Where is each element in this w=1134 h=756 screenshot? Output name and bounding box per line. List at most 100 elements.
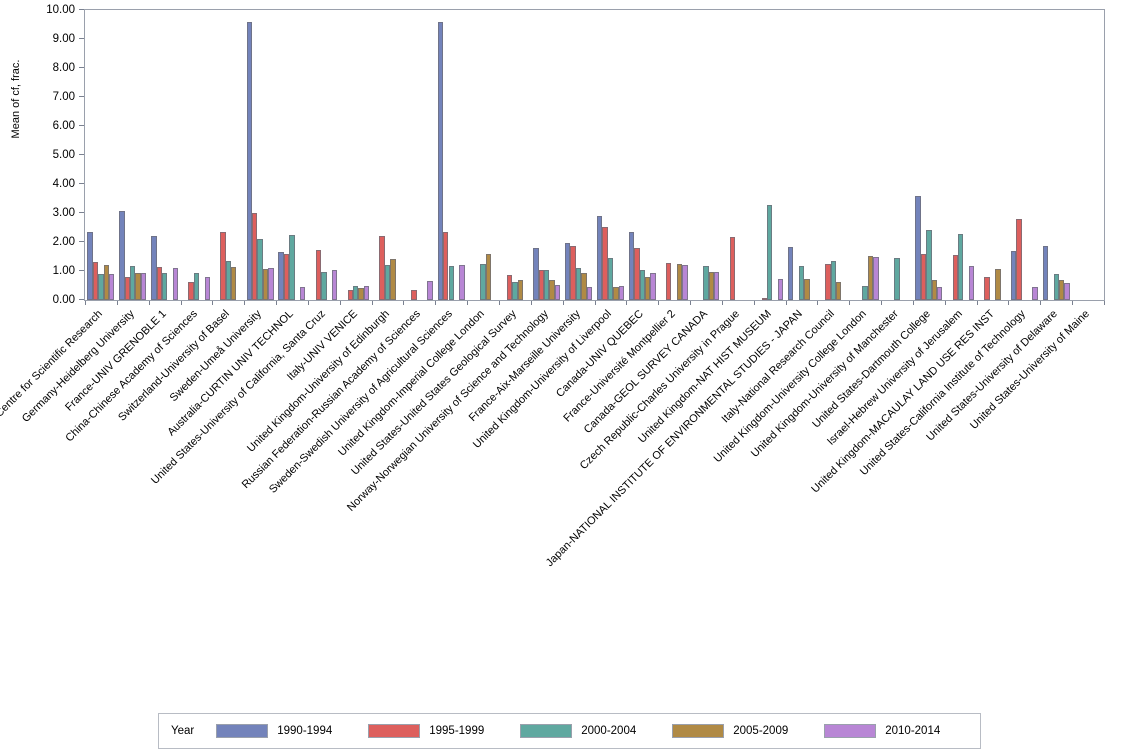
y-axis-tick: 6.00	[53, 119, 84, 133]
bar	[596, 215, 603, 300]
bar	[958, 233, 964, 300]
y-axis-tick: 7.00	[53, 90, 84, 104]
y-axis-tick-label: 2.00	[52, 236, 75, 248]
bar	[257, 238, 263, 300]
bar	[639, 269, 645, 300]
bar	[1053, 273, 1059, 300]
y-axis-tick-label: 8.00	[52, 62, 75, 74]
y-axis-tick-mark	[79, 241, 84, 242]
bar	[437, 21, 444, 300]
bar	[538, 269, 545, 300]
bar	[151, 235, 157, 300]
y-axis-tick-label: 9.00	[52, 33, 75, 45]
bar	[315, 249, 322, 300]
legend-item-label: 2005-2009	[733, 725, 789, 737]
bar	[936, 287, 943, 300]
legend-item[interactable]: 2000-2004	[520, 724, 636, 738]
bar	[1032, 287, 1038, 300]
y-axis-tick-label: 1.00	[52, 265, 75, 277]
bar	[512, 282, 518, 300]
y-axis-tick-mark	[79, 125, 84, 126]
bar	[544, 270, 550, 300]
bar	[1016, 218, 1022, 300]
y-axis-tick: 10.00	[46, 3, 84, 17]
bar	[682, 265, 688, 300]
x-axis-tick-mark	[753, 301, 755, 305]
bar	[352, 285, 359, 300]
bar	[613, 287, 619, 300]
bar	[1064, 282, 1070, 300]
y-axis-tick: 1.00	[53, 264, 84, 278]
bar	[506, 275, 513, 300]
x-axis-tick-mark	[1008, 301, 1010, 305]
legend-title: Year	[171, 725, 195, 737]
x-axis-labels: France-French National Centre for Scient…	[0, 300, 1134, 700]
y-axis-tick-mark	[79, 38, 84, 39]
bar	[995, 269, 1001, 300]
legend-color-swatch	[216, 724, 269, 738]
bar	[968, 265, 975, 300]
x-axis-tick-mark	[339, 301, 341, 305]
bar	[300, 287, 306, 300]
bar	[575, 267, 582, 300]
bar	[873, 256, 879, 300]
legend-item[interactable]: 1990-1994	[216, 724, 332, 738]
y-axis-tick-label: 4.00	[52, 178, 75, 190]
bar	[140, 273, 147, 300]
y-axis-tick: 0.00	[53, 293, 84, 307]
legend-item[interactable]: 1995-1999	[368, 724, 484, 738]
x-axis-tick-mark	[690, 301, 692, 305]
bar	[862, 285, 868, 300]
legend-item-label: 1995-1999	[429, 725, 485, 737]
legend-item[interactable]: 2005-2009	[672, 724, 788, 738]
bar	[321, 271, 327, 300]
x-axis-tick-mark	[530, 301, 532, 305]
bar	[443, 232, 449, 300]
bar	[188, 281, 194, 300]
x-axis-tick-mark	[116, 301, 118, 305]
bar	[161, 273, 168, 300]
bar	[1058, 279, 1065, 300]
bar	[278, 251, 284, 300]
bar	[798, 266, 805, 300]
y-axis-tick: 3.00	[53, 206, 84, 220]
bar	[119, 210, 125, 300]
bar	[714, 272, 720, 300]
y-axis-tick-label: 5.00	[52, 149, 75, 161]
x-axis-tick-mark	[435, 301, 437, 305]
x-axis-tick-mark	[976, 301, 978, 305]
x-axis-tick-mark	[371, 301, 373, 305]
bar	[952, 255, 958, 300]
bar	[331, 269, 338, 300]
x-axis-tick-mark	[1072, 301, 1074, 305]
bar	[103, 264, 109, 300]
bar	[777, 278, 784, 300]
x-axis-tick-mark	[944, 301, 946, 305]
bar	[533, 248, 539, 300]
bar	[867, 255, 874, 300]
bar	[586, 287, 593, 300]
bar	[920, 254, 927, 300]
bar	[761, 297, 767, 300]
bar	[230, 267, 237, 300]
y-axis-tick-mark	[79, 154, 84, 155]
x-axis-tick-mark	[658, 301, 660, 305]
bar	[480, 264, 486, 300]
bar	[787, 246, 794, 300]
bar	[485, 253, 492, 300]
x-axis-tick-mark	[467, 301, 469, 305]
bar	[92, 262, 99, 300]
legend-item[interactable]: 2010-2014	[824, 724, 940, 738]
x-axis-tick-mark	[85, 301, 86, 305]
bar	[836, 281, 842, 300]
bar	[549, 280, 555, 300]
bar	[554, 284, 561, 300]
bar	[650, 273, 656, 300]
legend-color-swatch	[520, 724, 573, 738]
bar	[1010, 250, 1017, 300]
bar	[984, 276, 990, 300]
bar	[644, 277, 651, 300]
bar	[87, 231, 93, 300]
bar	[581, 273, 587, 300]
x-axis-tick-mark	[148, 301, 150, 305]
